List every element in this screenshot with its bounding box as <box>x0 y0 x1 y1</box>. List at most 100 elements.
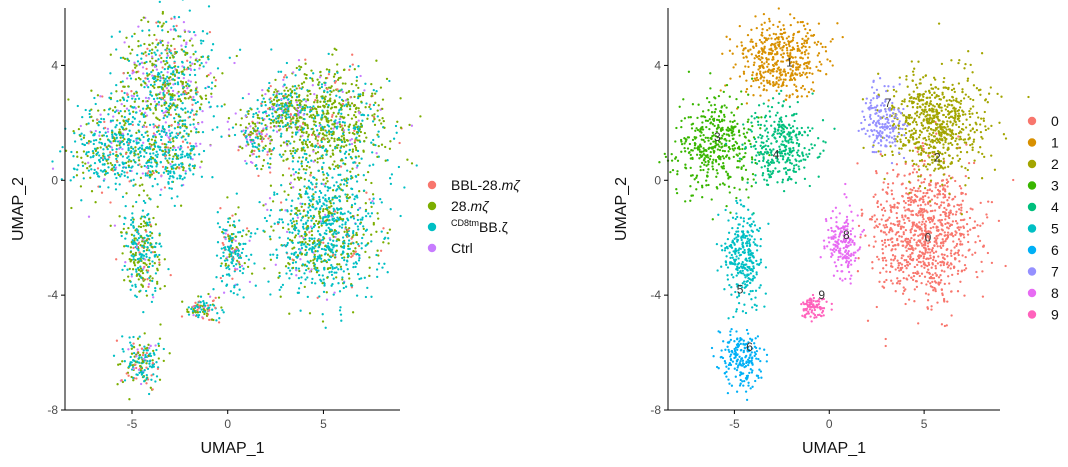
cell-point <box>338 102 341 105</box>
cell-point <box>298 209 301 212</box>
cell-point <box>331 196 334 199</box>
cell-point <box>310 237 313 240</box>
cell-point <box>322 202 325 205</box>
cell-point <box>348 65 352 68</box>
cell-point <box>298 65 301 68</box>
cell-point <box>130 352 134 355</box>
cell-point <box>945 178 948 181</box>
cell-point <box>152 349 155 353</box>
cell-point <box>310 219 313 222</box>
cell-point <box>926 299 930 302</box>
cell-point <box>131 252 135 256</box>
cell-point <box>127 142 131 145</box>
cell-point <box>142 351 145 354</box>
cell-point <box>295 117 299 120</box>
cell-point <box>320 204 323 208</box>
cell-point <box>911 164 914 167</box>
cell-point <box>937 234 940 237</box>
cell-point <box>179 144 182 148</box>
cell-point <box>886 238 890 242</box>
cell-point <box>860 214 863 217</box>
cell-point <box>156 367 160 371</box>
cell-point <box>931 209 934 213</box>
cell-point <box>267 114 271 117</box>
cell-point <box>107 108 111 111</box>
cell-point <box>162 130 166 134</box>
cell-point <box>326 185 329 189</box>
cell-point <box>340 226 344 229</box>
cell-point <box>347 101 350 104</box>
cell-point <box>379 197 382 201</box>
cell-point <box>134 161 137 164</box>
cell-point <box>205 61 208 64</box>
cell-point <box>888 216 891 219</box>
cell-point <box>96 122 99 125</box>
cell-point <box>130 90 133 93</box>
cell-point <box>197 295 200 298</box>
cell-point <box>947 196 951 199</box>
cell-point <box>180 48 184 51</box>
cell-point <box>84 108 87 112</box>
cell-point <box>127 123 131 126</box>
cell-point <box>959 218 963 222</box>
cell-point <box>338 123 342 126</box>
cell-point <box>262 97 265 100</box>
cell-point <box>188 73 192 77</box>
cell-point <box>267 107 270 110</box>
cell-point <box>230 239 234 242</box>
cell-point <box>295 206 298 210</box>
cell-point <box>70 150 73 154</box>
cell-point <box>279 116 283 119</box>
cell-point <box>326 140 330 144</box>
cell-point <box>159 91 162 94</box>
cell-point <box>913 193 917 197</box>
cell-point <box>240 251 244 255</box>
cell-point <box>342 162 345 165</box>
cell-point <box>134 268 138 271</box>
cell-point <box>341 217 345 221</box>
cell-point <box>915 272 919 276</box>
cell-point <box>315 112 319 115</box>
cell-point <box>944 218 947 221</box>
cell-point <box>314 120 317 124</box>
cell-point <box>289 174 293 177</box>
cell-point <box>186 141 189 144</box>
cell-point <box>347 242 350 246</box>
cell-point <box>179 204 183 207</box>
cell-point <box>934 259 937 263</box>
cell-point <box>167 136 170 139</box>
cell-point <box>260 102 263 105</box>
cell-point <box>161 88 164 91</box>
cell-point <box>308 270 311 273</box>
cell-point <box>273 191 276 194</box>
cell-point <box>385 77 389 81</box>
cell-point <box>353 197 356 201</box>
cell-point <box>200 62 203 65</box>
cell-point <box>335 244 338 247</box>
cell-point <box>261 94 264 97</box>
cell-point <box>168 79 171 82</box>
cell-point <box>337 112 340 115</box>
cell-point <box>131 123 134 127</box>
cell-point <box>873 226 876 229</box>
cell-point <box>304 58 307 61</box>
cell-point <box>221 308 224 312</box>
cell-point <box>314 266 317 269</box>
cell-point <box>146 246 149 249</box>
cell-point <box>197 122 200 126</box>
cell-point <box>138 184 142 187</box>
cell-point <box>136 261 139 264</box>
cell-point <box>870 218 873 221</box>
cell-point <box>867 244 871 247</box>
cell-point <box>882 206 885 210</box>
cell-point <box>145 377 148 380</box>
cell-point <box>176 132 180 136</box>
cell-point <box>123 41 126 44</box>
cell-point <box>894 290 897 293</box>
cell-point <box>183 29 186 32</box>
cell-point <box>129 251 132 254</box>
cell-point <box>264 92 267 96</box>
cell-point <box>127 137 130 141</box>
cell-point <box>380 143 384 146</box>
cell-point <box>131 120 134 124</box>
